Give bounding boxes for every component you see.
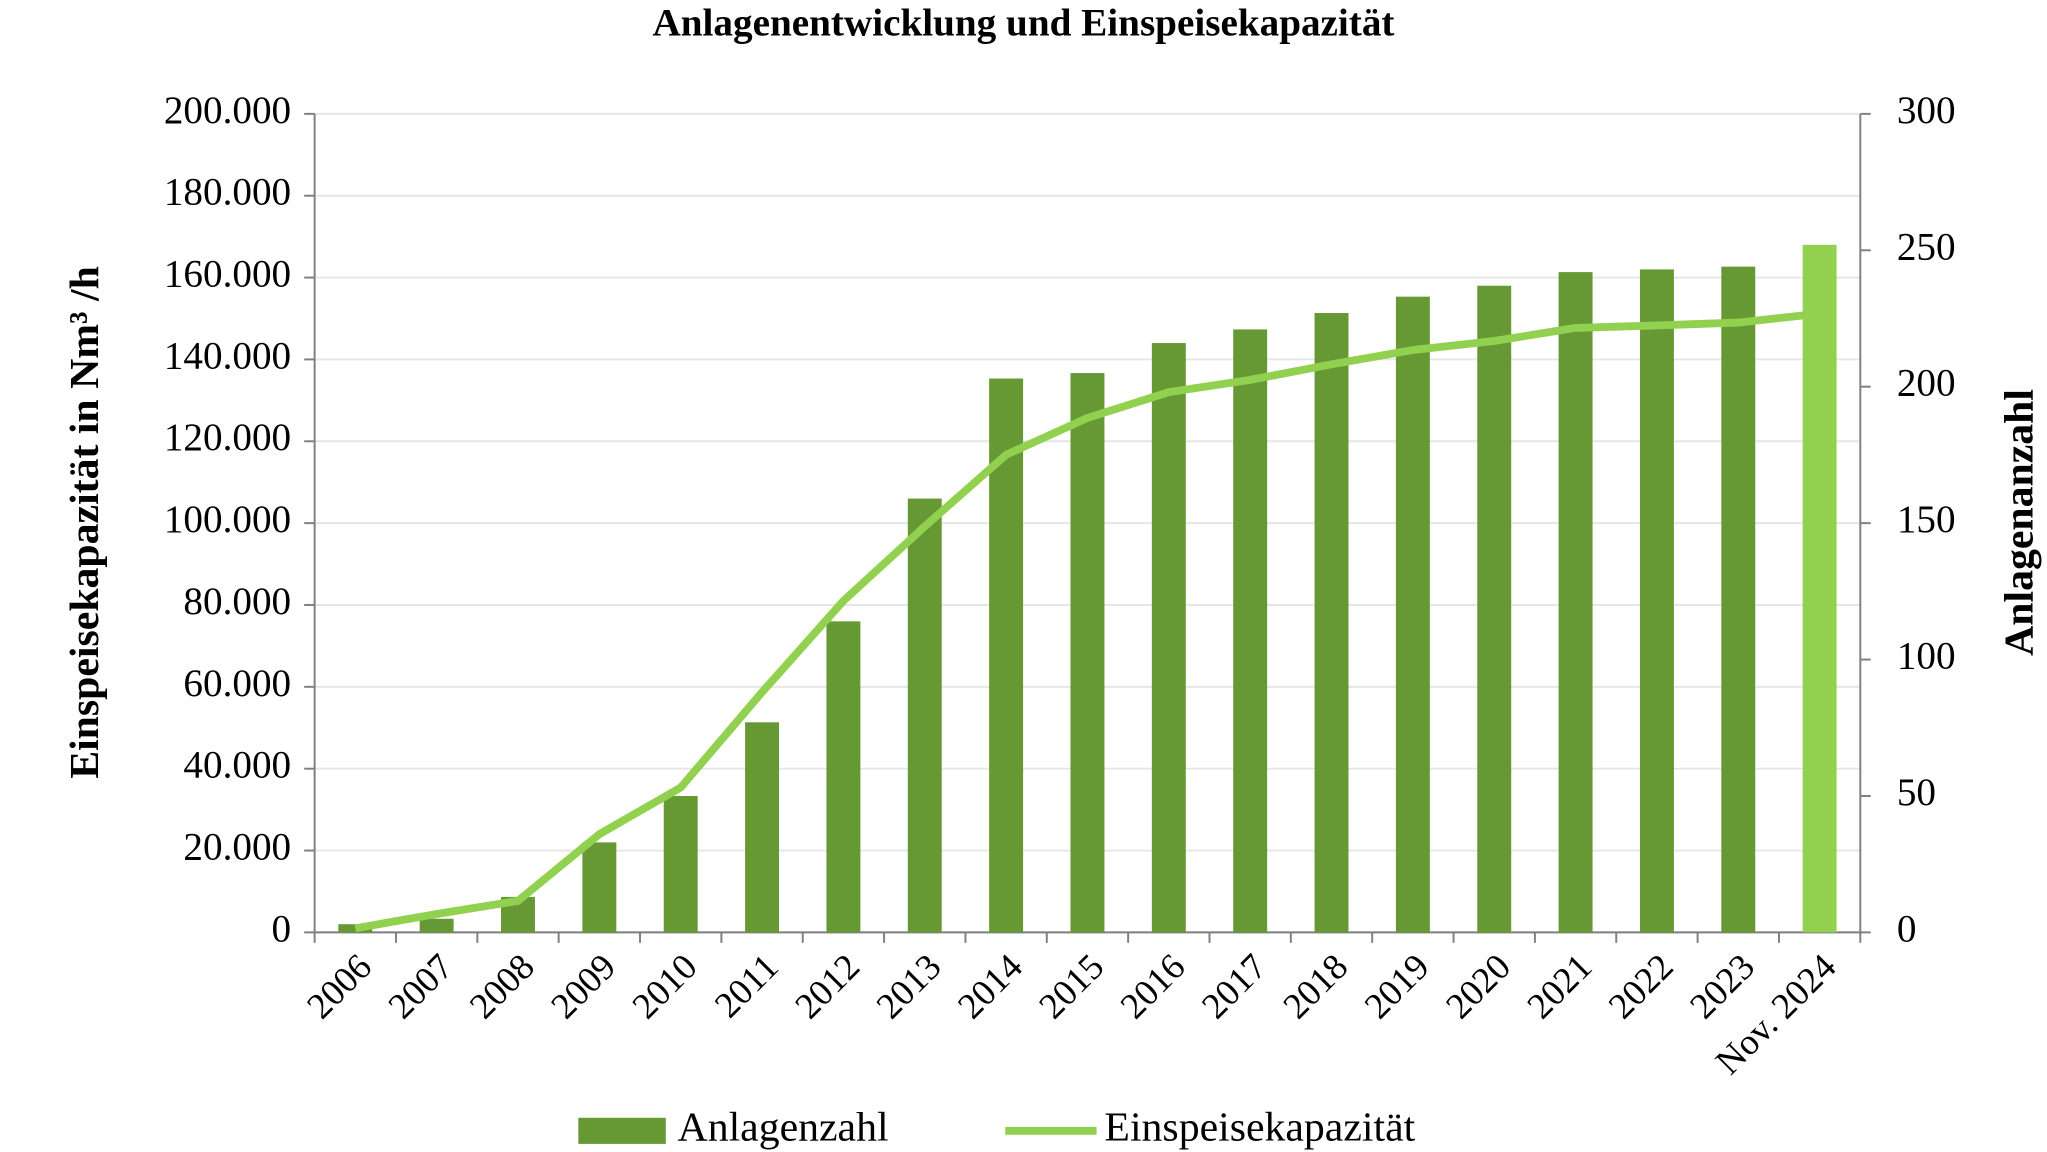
bar bbox=[1233, 329, 1268, 933]
line bbox=[354, 309, 1821, 933]
y2-tick-label: 200 bbox=[1897, 362, 1956, 405]
bar bbox=[1151, 343, 1186, 933]
bar bbox=[419, 918, 454, 933]
y-tick-label: 160.000 bbox=[164, 253, 291, 296]
bar bbox=[907, 498, 942, 933]
x-tick-label: 2021 bbox=[1519, 946, 1600, 1027]
y-tick-label: 200.000 bbox=[164, 89, 291, 132]
y-tick-label: 20.000 bbox=[183, 826, 291, 869]
y2-tick-label: 0 bbox=[1897, 907, 1917, 950]
x-tick-label: 2009 bbox=[543, 946, 624, 1027]
x-tick-label: 2010 bbox=[624, 946, 705, 1027]
y2-tick-label: 300 bbox=[1897, 89, 1956, 132]
bar bbox=[1558, 272, 1593, 933]
x-tick-label: 2011 bbox=[706, 946, 786, 1026]
x-tick-label: 2014 bbox=[949, 946, 1030, 1027]
legend-label: Anlagenzahl bbox=[678, 1104, 889, 1150]
bar bbox=[1314, 313, 1349, 933]
bar bbox=[582, 842, 617, 933]
bar bbox=[989, 378, 1024, 933]
bar bbox=[1639, 269, 1674, 933]
bar bbox=[1721, 266, 1756, 933]
y-tick-label: 40.000 bbox=[183, 744, 291, 787]
chart-title: Anlagenentwicklung und Einspeisekapazitä… bbox=[653, 2, 1395, 45]
y-tick-label: 100.000 bbox=[164, 498, 291, 541]
x-tick-label: 2017 bbox=[1193, 946, 1274, 1027]
bar bbox=[1070, 373, 1105, 933]
x-tick-label: 2022 bbox=[1600, 946, 1681, 1027]
bar bbox=[826, 621, 861, 933]
y2-tick-label: 250 bbox=[1897, 225, 1956, 268]
x-tick-label: 2018 bbox=[1275, 946, 1356, 1027]
legend-label: Einspeisekapazität bbox=[1104, 1104, 1415, 1150]
y2-tick-label: 150 bbox=[1897, 498, 1956, 541]
y2-tick-label: 50 bbox=[1897, 771, 1936, 814]
y-tick-label: 0 bbox=[272, 907, 292, 950]
y2-axis-title: Anlagenanzahl bbox=[1997, 389, 2043, 656]
y-tick-label: 140.000 bbox=[164, 334, 291, 377]
y-axis-title: Einspeisekapazität in Nm³ /h bbox=[62, 266, 108, 779]
y-tick-label: 60.000 bbox=[183, 662, 291, 705]
x-tick-label: 2012 bbox=[787, 946, 868, 1027]
x-tick-label: 2016 bbox=[1112, 946, 1193, 1027]
legend-swatch bbox=[578, 1117, 666, 1144]
x-tick-label: 2008 bbox=[461, 946, 542, 1027]
x-tick-label: 2007 bbox=[380, 946, 461, 1027]
x-tick-label: 2020 bbox=[1437, 946, 1518, 1027]
bar bbox=[745, 722, 780, 933]
bar bbox=[663, 795, 698, 933]
y-tick-label: 80.000 bbox=[183, 580, 291, 623]
bar bbox=[1802, 244, 1837, 933]
x-tick-label: 2013 bbox=[868, 946, 949, 1027]
x-tick-label: 2019 bbox=[1356, 946, 1437, 1027]
bar bbox=[1395, 296, 1430, 933]
x-tick-label: 2006 bbox=[299, 946, 380, 1027]
y2-tick-label: 100 bbox=[1897, 635, 1956, 678]
bar bbox=[1477, 285, 1512, 933]
y-tick-label: 120.000 bbox=[164, 416, 291, 459]
y-tick-label: 180.000 bbox=[164, 171, 291, 214]
x-tick-label: 2015 bbox=[1031, 946, 1112, 1027]
